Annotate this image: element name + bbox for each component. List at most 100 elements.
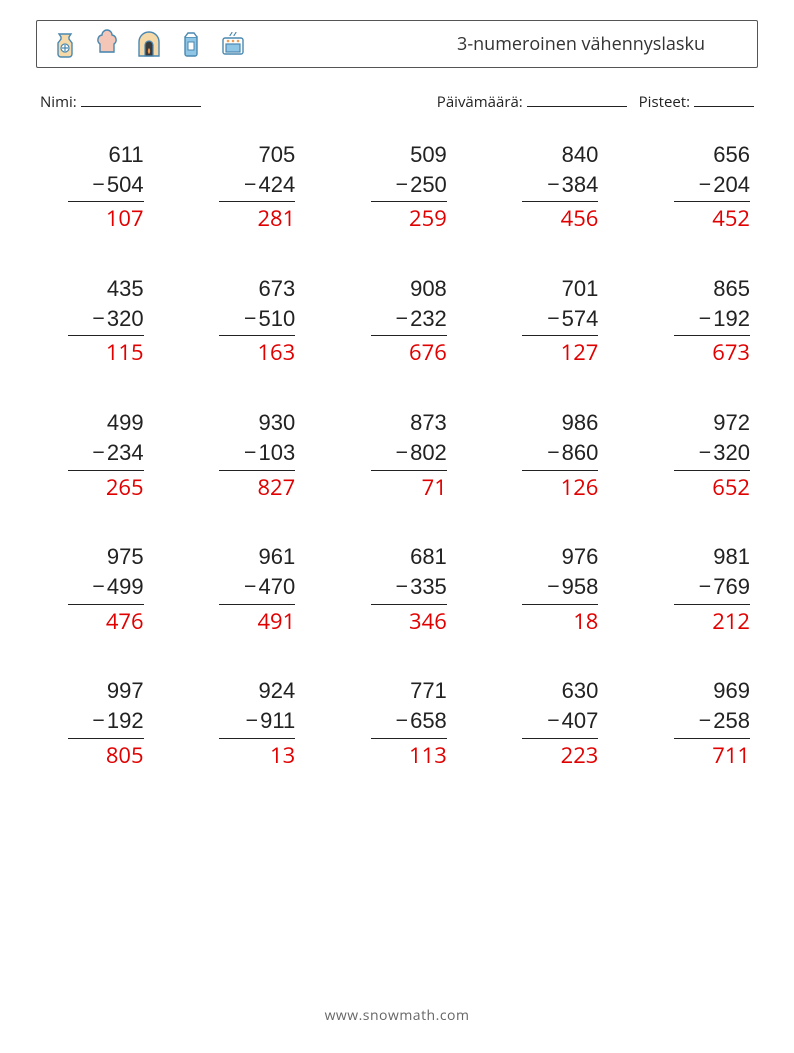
minuend: 656	[713, 140, 750, 170]
score-blank	[694, 92, 754, 107]
minus-sign: −	[92, 438, 105, 468]
minuend: 771	[410, 676, 447, 706]
subtrahend-row: −911	[246, 706, 296, 736]
name-field: Nimi:	[40, 92, 201, 112]
subtrahend-row: −802	[395, 438, 446, 468]
subtrahend: 103	[258, 438, 295, 468]
problem-rule	[68, 335, 144, 336]
minus-sign: −	[547, 304, 560, 334]
minuend: 997	[107, 676, 144, 706]
subtrahend-row: −204	[699, 170, 750, 200]
subtraction-problem: 630−407223	[499, 676, 599, 770]
problems-grid: 611−504107705−424281509−250259840−384456…	[36, 140, 758, 770]
subtrahend-row: −769	[699, 572, 750, 602]
chef-hat-icon	[91, 28, 123, 60]
subtrahend: 769	[713, 572, 750, 602]
answer: 676	[409, 338, 447, 368]
minuend: 681	[410, 542, 447, 572]
score-field: Pisteet:	[639, 92, 754, 112]
problem-rule	[522, 201, 598, 202]
milk-carton-icon	[175, 28, 207, 60]
worksheet-header: 3-numeroinen vähennyslasku	[36, 20, 758, 68]
minus-sign: −	[246, 706, 259, 736]
minus-sign: −	[244, 170, 257, 200]
oven-icon	[133, 28, 165, 60]
answer: 259	[409, 204, 447, 234]
subtraction-problem: 865−192673	[650, 274, 750, 368]
subtrahend-row: −407	[547, 706, 598, 736]
subtrahend: 911	[260, 706, 295, 736]
minus-sign: −	[547, 170, 560, 200]
subtraction-problem: 908−232676	[347, 274, 447, 368]
subtrahend: 204	[713, 170, 750, 200]
subtrahend: 958	[562, 572, 599, 602]
stove-icon	[217, 28, 249, 60]
minuend: 930	[258, 408, 295, 438]
minus-sign: −	[244, 304, 257, 334]
subtrahend-row: −470	[244, 572, 295, 602]
problem-rule	[674, 604, 750, 605]
minuend: 986	[562, 408, 599, 438]
problem-rule	[68, 604, 144, 605]
problem-rule	[68, 738, 144, 739]
problem-rule	[674, 738, 750, 739]
subtrahend-row: −250	[395, 170, 446, 200]
score-label: Pisteet:	[639, 92, 690, 112]
minuend: 981	[713, 542, 750, 572]
problem-rule	[219, 201, 295, 202]
minus-sign: −	[699, 170, 712, 200]
problem-rule	[371, 604, 447, 605]
minus-sign: −	[244, 438, 257, 468]
subtrahend: 192	[713, 304, 750, 334]
footer-url: www.snowmath.com	[0, 1006, 794, 1025]
minus-sign: −	[547, 438, 560, 468]
subtrahend: 320	[107, 304, 144, 334]
answer: 18	[573, 607, 598, 637]
subtrahend-row: −335	[395, 572, 446, 602]
subtrahend: 250	[410, 170, 447, 200]
subtrahend: 510	[258, 304, 295, 334]
subtraction-problem: 976−95818	[499, 542, 599, 636]
answer: 711	[712, 741, 750, 771]
subtrahend: 232	[410, 304, 447, 334]
subtrahend-row: −234	[92, 438, 143, 468]
subtraction-problem: 771−658113	[347, 676, 447, 770]
subtraction-problem: 873−802 71	[347, 408, 447, 502]
answer: 113	[409, 741, 447, 771]
minuend: 975	[107, 542, 144, 572]
answer: 71	[422, 473, 447, 503]
minuend: 611	[109, 140, 144, 170]
minuend: 499	[107, 408, 144, 438]
answer: 456	[561, 204, 599, 234]
minuend: 873	[410, 408, 447, 438]
problem-rule	[371, 738, 447, 739]
answer: 805	[106, 741, 144, 771]
subtraction-problem: 611−504107	[44, 140, 144, 234]
minuend: 924	[258, 676, 295, 706]
problem-rule	[219, 335, 295, 336]
subtrahend: 407	[562, 706, 599, 736]
answer: 115	[106, 338, 144, 368]
answer: 452	[712, 204, 750, 234]
answer: 163	[257, 338, 295, 368]
subtrahend: 192	[107, 706, 144, 736]
minus-sign: −	[395, 706, 408, 736]
answer: 212	[712, 607, 750, 637]
minus-sign: −	[92, 572, 105, 602]
problem-rule	[522, 604, 598, 605]
answer: 281	[257, 204, 295, 234]
answer: 223	[561, 741, 599, 771]
subtraction-problem: 705−424281	[196, 140, 296, 234]
subtrahend: 802	[410, 438, 447, 468]
answer: 13	[270, 741, 295, 771]
answer: 652	[712, 473, 750, 503]
minus-sign: −	[699, 706, 712, 736]
subtraction-problem: 972−320652	[650, 408, 750, 502]
minuend: 701	[562, 274, 599, 304]
subtrahend-row: −192	[699, 304, 750, 334]
problem-rule	[371, 335, 447, 336]
problem-rule	[219, 470, 295, 471]
minus-sign: −	[547, 706, 560, 736]
worksheet-title: 3-numeroinen vähennyslasku	[457, 32, 705, 56]
subtrahend-row: −103	[244, 438, 295, 468]
